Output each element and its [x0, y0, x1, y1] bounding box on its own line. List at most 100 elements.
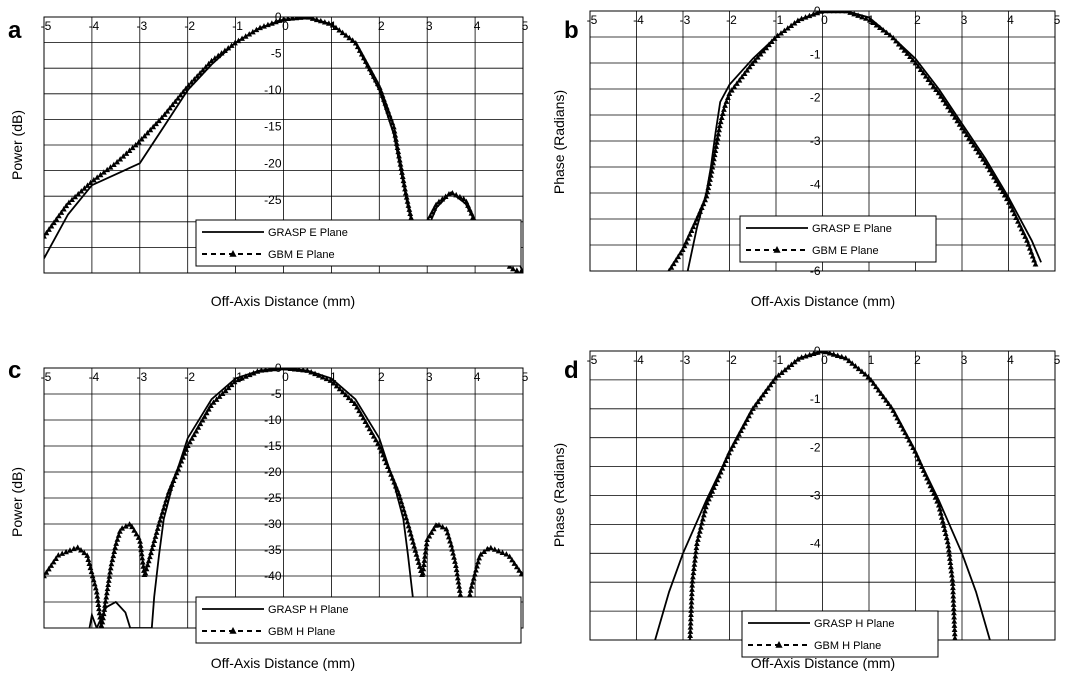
data-point: [706, 180, 713, 186]
data-point: [904, 50, 911, 56]
data-point: [55, 212, 62, 219]
data-point: [716, 472, 722, 479]
y-tick-label: -20: [264, 156, 282, 170]
data-point: [873, 383, 879, 390]
data-point: [495, 547, 502, 554]
x-tick-label: -3: [136, 19, 147, 33]
data-point: [401, 181, 408, 188]
data-point: [449, 546, 456, 552]
data-point: [330, 380, 337, 386]
data-point: [794, 17, 801, 23]
data-point: [183, 85, 189, 91]
data-point: [75, 190, 82, 197]
legend-box: [195, 219, 522, 267]
data-point: [722, 457, 729, 463]
data-point: [714, 476, 721, 483]
data-point: [806, 12, 813, 19]
data-point: [927, 482, 934, 489]
data-point: [725, 94, 731, 100]
data-point: [842, 354, 849, 361]
data-point: [285, 17, 291, 22]
data-point: [111, 548, 118, 554]
data-point: [395, 490, 402, 497]
data-point: [696, 528, 703, 534]
data-point: [193, 428, 200, 434]
data-point: [405, 522, 412, 529]
x-tick-label: -4: [89, 19, 100, 33]
data-point: [191, 431, 197, 438]
data-point: [830, 11, 837, 14]
data-point: [687, 632, 694, 639]
data-point: [961, 128, 968, 134]
x-tick-label: 3: [426, 19, 433, 33]
data-point: [711, 484, 717, 490]
grid-c: [43, 367, 524, 629]
data-point: [44, 229, 50, 236]
x-axis-label-a: Off-Axis Distance (mm): [211, 293, 355, 309]
data-point: [375, 440, 381, 446]
data-point: [922, 73, 929, 79]
data-point: [877, 24, 883, 31]
data-point: [855, 365, 862, 372]
data-point: [1011, 210, 1018, 217]
data-point: [92, 584, 99, 591]
data-point: [449, 189, 456, 196]
data-point: [898, 422, 905, 428]
data-point: [712, 480, 719, 487]
data-point: [775, 372, 782, 378]
data-point: [406, 527, 413, 533]
y-tick-label: -4: [810, 177, 821, 191]
data-point: [262, 368, 269, 373]
data-point: [895, 41, 902, 47]
data-point: [757, 395, 764, 401]
data-point: [963, 131, 970, 138]
data-point: [894, 414, 901, 421]
data-point: [370, 73, 377, 79]
legend-label: GRASP E Plane: [268, 227, 348, 239]
data-point: [688, 603, 695, 609]
data-point: [770, 378, 776, 384]
data-point: [741, 70, 748, 76]
data-point: [348, 397, 355, 404]
data-point: [218, 50, 225, 56]
data-point: [453, 191, 460, 198]
data-point: [920, 69, 927, 76]
y-tick-label: -15: [264, 439, 282, 453]
data-point: [839, 11, 846, 14]
data-point: [451, 554, 457, 560]
data-point: [466, 206, 473, 212]
data-point: [156, 117, 162, 124]
data-point: [207, 402, 214, 408]
data-point: [688, 594, 695, 601]
data-point: [225, 384, 232, 391]
y-tick-label: -40: [264, 569, 282, 583]
data-point: [736, 77, 743, 83]
data-point: [704, 188, 711, 195]
data-point: [445, 533, 452, 540]
data-point: [87, 179, 94, 186]
x-tick-label: 4: [474, 19, 481, 33]
data-point: [901, 47, 908, 53]
data-point: [818, 351, 825, 354]
data-point: [210, 399, 217, 405]
data-point: [366, 425, 373, 432]
data-point: [988, 170, 995, 176]
data-point: [430, 525, 437, 532]
data-point: [851, 11, 858, 17]
data-point: [875, 387, 882, 393]
data-point: [956, 121, 963, 127]
data-point: [85, 556, 92, 562]
data-point: [81, 549, 88, 556]
data-point: [431, 205, 438, 211]
data-point: [700, 511, 707, 518]
data-point: [679, 246, 686, 253]
data-point: [276, 17, 283, 23]
data-point: [774, 32, 781, 39]
y-tick-label: -3: [810, 489, 821, 503]
data-point: [950, 601, 957, 607]
data-point: [719, 465, 726, 471]
data-point: [880, 27, 887, 33]
data-point: [698, 204, 705, 210]
x-tick-label: -2: [726, 13, 737, 27]
